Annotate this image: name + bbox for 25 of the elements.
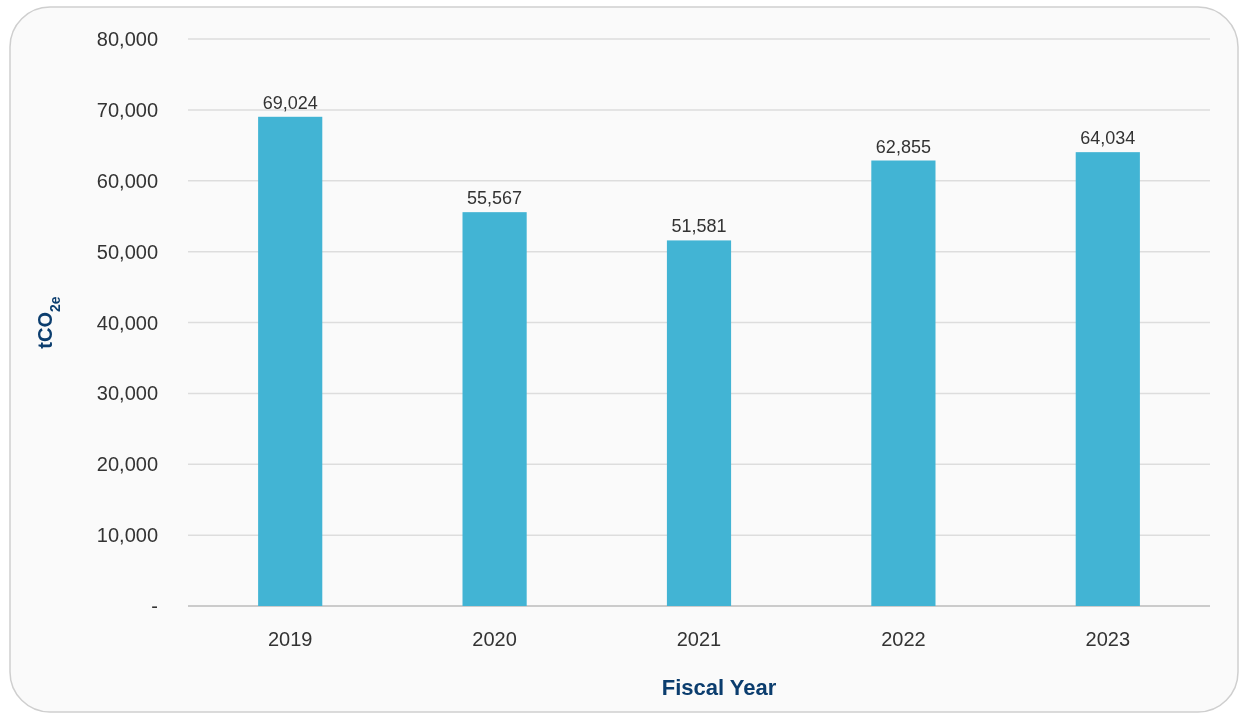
y-tick-label: 20,000 xyxy=(96,453,158,476)
x-tick-label: 2022 xyxy=(881,628,926,650)
data-label: 62,855 xyxy=(875,136,931,157)
data-label: 51,581 xyxy=(671,216,727,237)
x-tick-label: 2020 xyxy=(472,628,517,650)
bar xyxy=(871,160,936,606)
y-tick-label: - xyxy=(151,595,158,617)
y-tick-label: 50,000 xyxy=(96,240,158,263)
y-tick-label: 40,000 xyxy=(96,311,158,334)
y-tick-label: 10,000 xyxy=(96,524,158,547)
x-tick-label: 2023 xyxy=(1085,628,1131,650)
data-label: 69,024 xyxy=(262,92,318,113)
data-label: 55,567 xyxy=(467,188,523,209)
y-tick-label: 30,000 xyxy=(96,382,158,405)
bar xyxy=(666,240,732,606)
data-label: 64,034 xyxy=(1080,128,1136,149)
y-tick-label: 60,000 xyxy=(96,169,158,192)
y-tick-label: 70,000 xyxy=(96,98,158,121)
bar xyxy=(258,116,323,606)
x-tick-label: 2021 xyxy=(676,628,722,650)
bar xyxy=(1075,152,1140,606)
x-axis-title: Fiscal Year xyxy=(661,675,777,700)
bar xyxy=(462,212,527,606)
x-tick-label: 2019 xyxy=(267,628,313,650)
y-tick-label: 80,000 xyxy=(96,28,158,50)
